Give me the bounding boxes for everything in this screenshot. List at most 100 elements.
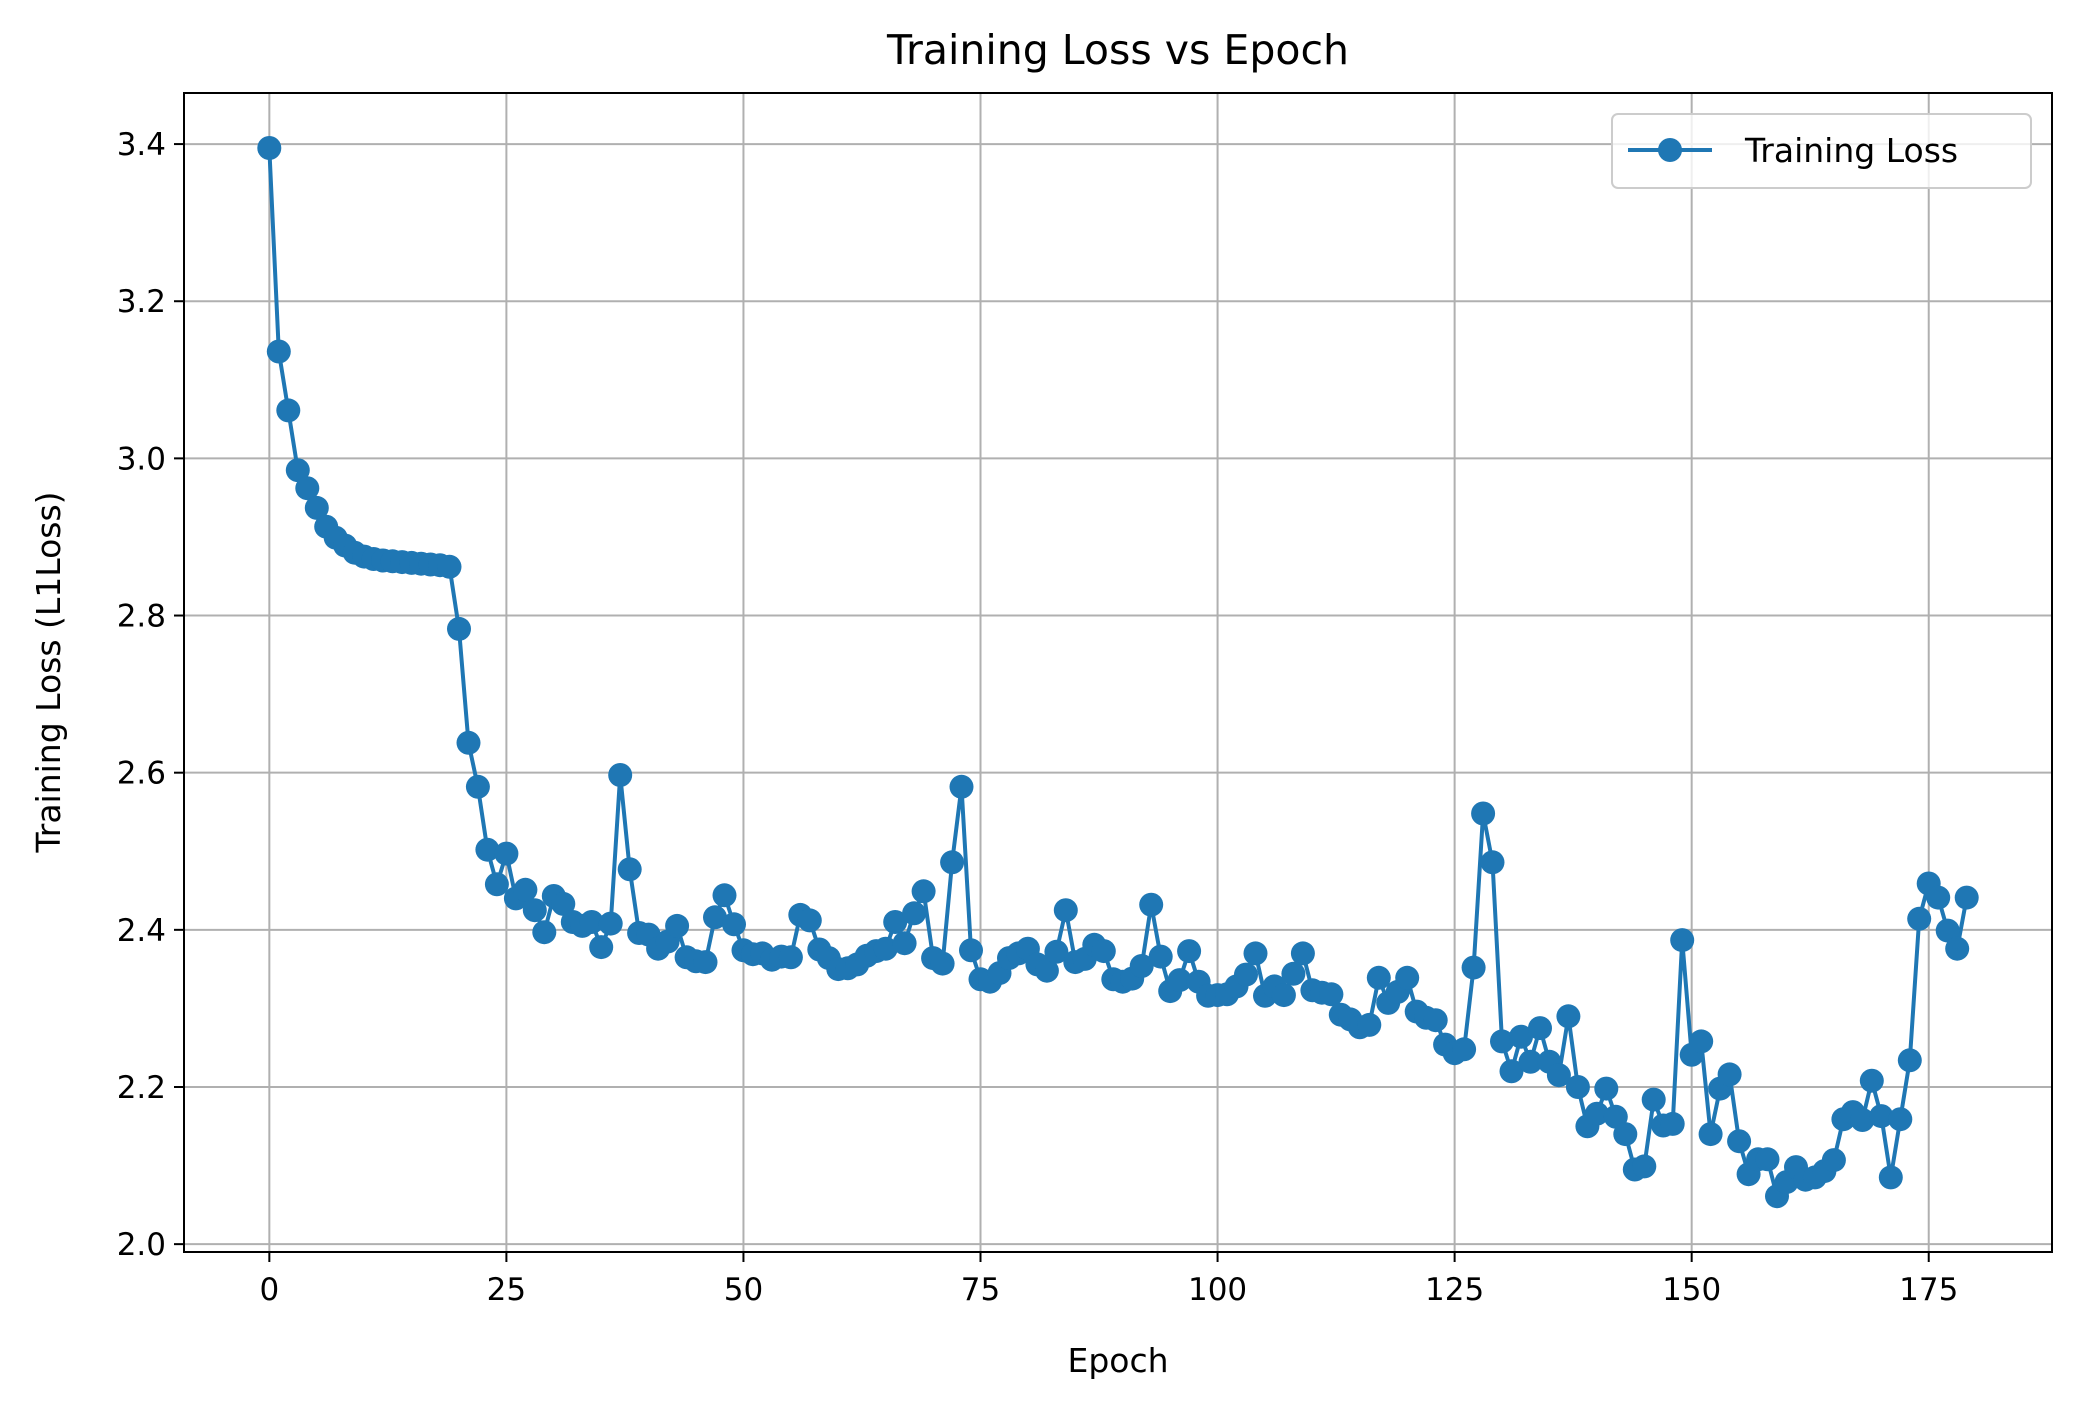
legend-marker-swatch xyxy=(1658,138,1682,162)
data-point xyxy=(285,458,310,483)
data-point xyxy=(797,908,822,933)
data-point xyxy=(1395,965,1420,990)
data-point xyxy=(1670,928,1695,953)
data-point xyxy=(589,935,614,960)
data-point xyxy=(437,554,462,579)
data-point xyxy=(1357,1012,1382,1037)
data-point xyxy=(930,951,955,976)
data-point xyxy=(1888,1107,1913,1132)
axes-ticks: 0 25 50 75 100 125 150 175 2.0 2.2 2.4 2.6 2.8 3.0 3.2… xyxy=(117,127,1959,1308)
data-point xyxy=(465,774,490,799)
data-point xyxy=(456,730,481,755)
data-point xyxy=(1423,1008,1448,1033)
data-point xyxy=(1034,958,1059,983)
data-point xyxy=(513,877,538,902)
data-point xyxy=(484,872,509,897)
data-point xyxy=(1556,1004,1581,1029)
data-point xyxy=(693,950,718,975)
data-point xyxy=(1509,1024,1533,1049)
legend-label: Training Loss xyxy=(1744,131,1958,170)
data-point xyxy=(1584,1101,1609,1126)
data-point xyxy=(1290,941,1315,966)
data-point xyxy=(959,938,983,963)
y-tick-label: 2.8 xyxy=(117,599,166,635)
data-point xyxy=(579,910,604,934)
data-point xyxy=(1471,801,1496,826)
legend: Training Loss xyxy=(1611,113,2032,189)
data-point xyxy=(940,850,965,875)
data-point xyxy=(295,476,320,501)
data-point xyxy=(522,898,547,923)
data-point xyxy=(712,883,737,908)
data-point xyxy=(475,837,500,862)
data-point xyxy=(257,136,282,160)
chart-title: Training Loss vs Epoch xyxy=(886,26,1349,74)
data-point xyxy=(1945,936,1970,961)
data-point xyxy=(703,905,727,930)
series-layer xyxy=(257,136,1979,1209)
data-point xyxy=(608,763,633,787)
legend-box xyxy=(1611,113,2032,189)
data-point xyxy=(1859,1068,1884,1093)
data-point xyxy=(1926,885,1951,910)
y-tick-label: 3.0 xyxy=(117,441,166,477)
x-tick-label: 75 xyxy=(961,1272,1000,1308)
data-point xyxy=(1167,968,1192,993)
data-point xyxy=(1954,885,1979,910)
data-point xyxy=(494,841,519,866)
data-point xyxy=(1727,1129,1752,1154)
data-point xyxy=(1461,955,1486,980)
x-axis-label: Epoch xyxy=(1067,1341,1168,1380)
data-point xyxy=(1053,898,1078,923)
y-tick-label: 3.4 xyxy=(117,127,166,163)
plot-frame xyxy=(183,92,2053,1253)
data-point xyxy=(1129,954,1154,978)
x-tick-label: 100 xyxy=(1188,1272,1247,1308)
data-point xyxy=(722,912,746,937)
y-tick-label: 2.4 xyxy=(117,913,166,949)
data-point xyxy=(1177,939,1202,964)
data-point xyxy=(1234,962,1258,987)
data-point xyxy=(1632,1154,1657,1179)
data-point xyxy=(1897,1048,1922,1073)
data-point xyxy=(1594,1076,1619,1101)
data-point xyxy=(276,398,301,423)
data-point xyxy=(1717,1062,1742,1087)
data-point xyxy=(1689,1029,1714,1054)
data-point xyxy=(1243,941,1268,966)
data-point xyxy=(1281,961,1306,986)
x-tick-label: 25 xyxy=(487,1272,526,1308)
x-tick-label: 50 xyxy=(724,1272,763,1308)
data-point xyxy=(1546,1063,1571,1088)
data-point xyxy=(873,936,898,961)
data-point xyxy=(447,616,471,641)
data-point xyxy=(1935,918,1960,943)
data-point xyxy=(1271,983,1296,1008)
data-point xyxy=(1044,939,1069,964)
data-point xyxy=(1319,982,1344,1007)
y-axis-label: Training Loss (L1Loss) xyxy=(29,491,68,853)
data-point xyxy=(778,945,803,970)
data-point xyxy=(1869,1104,1894,1129)
data-point xyxy=(1698,1122,1723,1147)
data-point xyxy=(1490,1029,1514,1054)
y-tick-label: 2.2 xyxy=(117,1070,166,1106)
data-point xyxy=(1821,1148,1846,1173)
data-point xyxy=(1499,1059,1524,1084)
data-point xyxy=(892,931,917,956)
data-point xyxy=(1091,939,1116,964)
data-point xyxy=(911,879,936,904)
data-point xyxy=(1366,965,1391,990)
data-point xyxy=(1528,1016,1552,1041)
data-point xyxy=(1641,1087,1666,1112)
data-point xyxy=(1613,1122,1638,1147)
data-point xyxy=(532,920,557,945)
data-point xyxy=(1878,1165,1903,1190)
data-point xyxy=(1755,1147,1780,1172)
data-point xyxy=(1480,850,1505,875)
data-point xyxy=(304,495,329,520)
data-point xyxy=(1850,1108,1875,1132)
